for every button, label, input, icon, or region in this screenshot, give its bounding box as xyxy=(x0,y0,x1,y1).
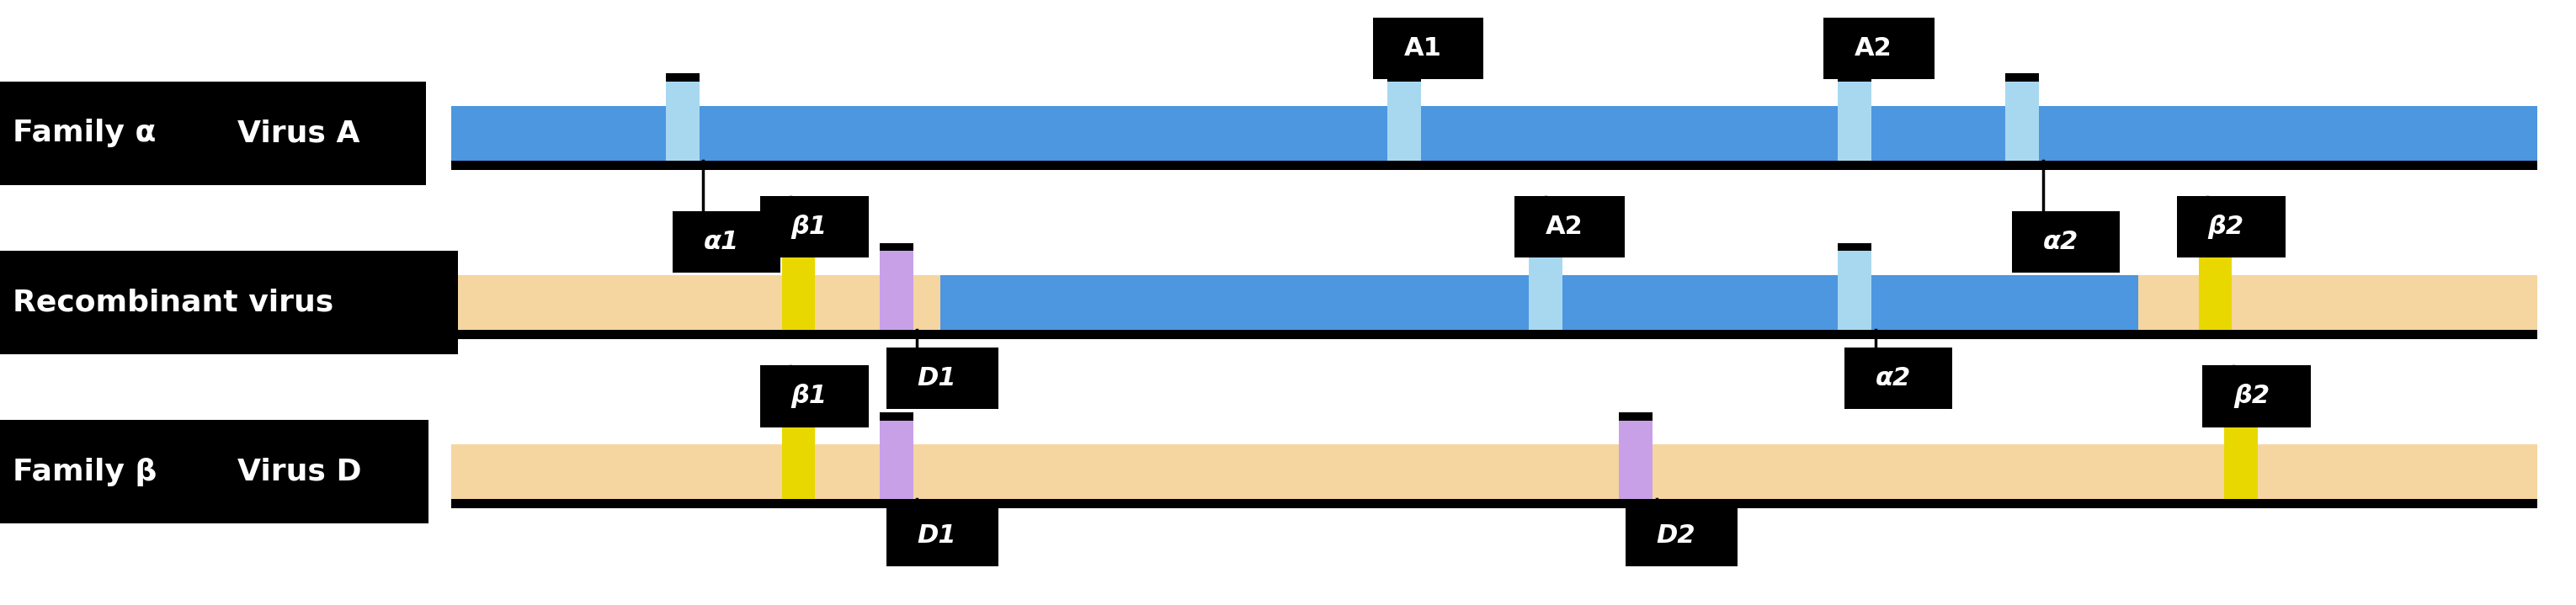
FancyBboxPatch shape xyxy=(451,445,2537,499)
FancyBboxPatch shape xyxy=(0,250,459,355)
Text: β1: β1 xyxy=(791,215,827,239)
Text: Virus D: Virus D xyxy=(237,457,361,486)
FancyBboxPatch shape xyxy=(1837,82,1870,160)
FancyBboxPatch shape xyxy=(2223,413,2257,507)
FancyBboxPatch shape xyxy=(781,413,814,507)
Text: A1: A1 xyxy=(1404,36,1443,61)
FancyBboxPatch shape xyxy=(1386,82,1422,160)
FancyBboxPatch shape xyxy=(1620,413,1654,507)
FancyBboxPatch shape xyxy=(1837,73,1870,168)
FancyBboxPatch shape xyxy=(1530,243,1561,338)
FancyBboxPatch shape xyxy=(451,445,2537,509)
FancyBboxPatch shape xyxy=(886,505,999,566)
Text: β2: β2 xyxy=(2233,384,2269,408)
FancyBboxPatch shape xyxy=(760,196,868,258)
Text: A2: A2 xyxy=(1546,215,1584,239)
FancyBboxPatch shape xyxy=(665,73,701,168)
FancyBboxPatch shape xyxy=(781,251,814,330)
FancyBboxPatch shape xyxy=(1625,505,1739,566)
FancyBboxPatch shape xyxy=(451,275,2537,330)
FancyBboxPatch shape xyxy=(2012,211,2120,273)
Text: Recombinant virus: Recombinant virus xyxy=(13,288,335,317)
FancyBboxPatch shape xyxy=(1530,251,1561,330)
Text: D1: D1 xyxy=(917,366,956,390)
FancyBboxPatch shape xyxy=(2177,196,2285,258)
Text: β2: β2 xyxy=(2208,215,2244,239)
FancyBboxPatch shape xyxy=(451,275,2537,339)
FancyBboxPatch shape xyxy=(878,243,912,338)
FancyBboxPatch shape xyxy=(0,420,229,524)
FancyBboxPatch shape xyxy=(2202,365,2311,427)
FancyBboxPatch shape xyxy=(1824,18,1935,79)
FancyBboxPatch shape xyxy=(2197,243,2231,338)
FancyBboxPatch shape xyxy=(1837,251,1870,330)
FancyBboxPatch shape xyxy=(1837,243,1870,338)
FancyBboxPatch shape xyxy=(878,420,912,499)
FancyBboxPatch shape xyxy=(940,275,2138,330)
FancyBboxPatch shape xyxy=(206,420,428,524)
FancyBboxPatch shape xyxy=(1373,18,1484,79)
FancyBboxPatch shape xyxy=(781,420,814,499)
Text: Virus A: Virus A xyxy=(237,119,361,148)
FancyBboxPatch shape xyxy=(0,81,229,185)
Text: β1: β1 xyxy=(791,384,827,408)
FancyBboxPatch shape xyxy=(1620,420,1654,499)
Text: D2: D2 xyxy=(1656,523,1695,548)
Text: α2: α2 xyxy=(2043,230,2079,254)
FancyBboxPatch shape xyxy=(2197,251,2231,330)
FancyBboxPatch shape xyxy=(886,347,999,409)
FancyBboxPatch shape xyxy=(2223,420,2257,499)
FancyBboxPatch shape xyxy=(206,81,425,185)
FancyBboxPatch shape xyxy=(451,106,2537,160)
FancyBboxPatch shape xyxy=(760,365,868,427)
Text: α2: α2 xyxy=(1875,366,1911,390)
FancyBboxPatch shape xyxy=(2004,82,2040,160)
Text: α1: α1 xyxy=(703,230,739,254)
FancyBboxPatch shape xyxy=(2004,73,2040,168)
Text: A2: A2 xyxy=(1855,36,1893,61)
FancyBboxPatch shape xyxy=(1844,347,1953,409)
FancyBboxPatch shape xyxy=(781,243,814,338)
Text: D1: D1 xyxy=(917,523,956,548)
FancyBboxPatch shape xyxy=(451,106,2537,170)
FancyBboxPatch shape xyxy=(672,211,781,273)
FancyBboxPatch shape xyxy=(878,413,912,507)
FancyBboxPatch shape xyxy=(1515,196,1625,258)
FancyBboxPatch shape xyxy=(878,251,912,330)
Text: Family α: Family α xyxy=(13,119,157,148)
FancyBboxPatch shape xyxy=(1386,73,1422,168)
Text: Family β: Family β xyxy=(13,457,157,486)
FancyBboxPatch shape xyxy=(665,82,701,160)
